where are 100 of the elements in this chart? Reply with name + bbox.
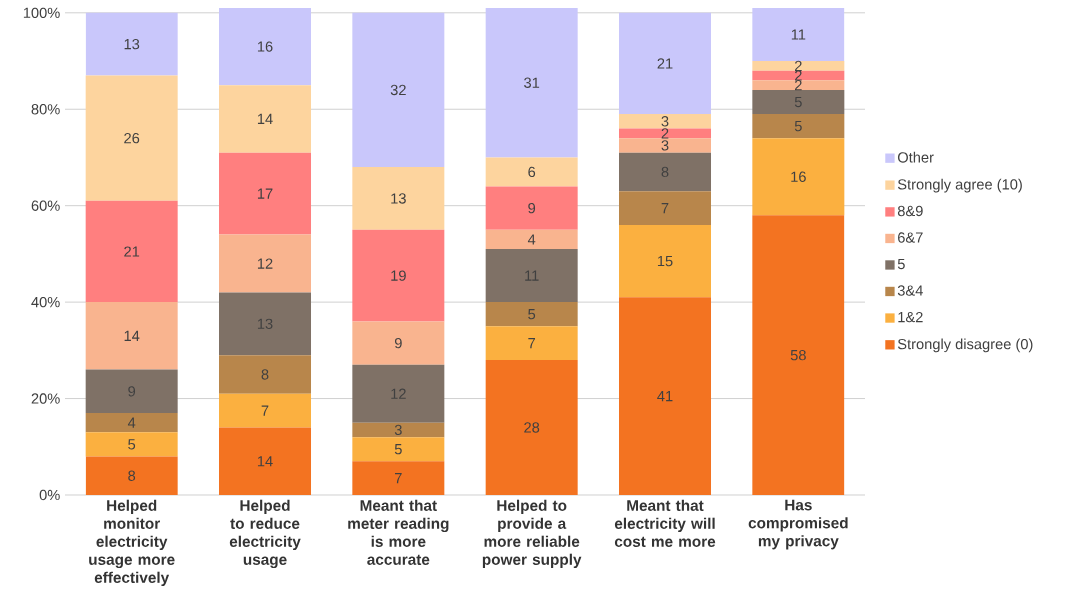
data-label: 11 [525,270,539,281]
bar [352,364,445,423]
data-label: 9 [528,202,536,214]
data-label: 7 [261,405,269,416]
bar [85,200,178,303]
bar [352,12,445,168]
bar [619,138,712,153]
data-label: 28 [524,422,540,433]
data-label: 16 [791,171,806,182]
bar [219,393,312,428]
x-tick-label: Helped to provide a more reliable power supply [482,499,582,568]
legend-label: Other [897,151,934,163]
data-label: 3 [661,140,669,151]
data-label: 17 [257,188,273,199]
bar [752,80,845,90]
data-label: 21 [124,246,140,257]
bar [85,456,178,495]
bar [352,229,445,322]
y-tick-label: 0% [39,489,60,501]
bar [619,191,712,225]
bar [352,321,445,365]
legend-label: 6&7 [898,232,923,243]
data-label: 4 [127,417,136,428]
bar [752,215,845,495]
bar [619,114,712,129]
data-label: 6 [528,166,536,178]
bar [85,12,178,76]
data-label: 9 [128,386,136,397]
legend-label: Strongly agree (10) [897,178,1022,193]
bar [219,234,312,293]
bar [619,128,712,139]
data-label: 8 [128,470,136,481]
legend-label: 8&9 [897,205,923,217]
data-label: 13 [391,193,406,204]
data-label: 3 [394,424,402,436]
data-label: 7 [528,338,536,349]
data-label: 14 [124,330,140,341]
bar [485,302,578,327]
legend-label: 1&2 [898,311,923,323]
data-label: 5 [128,439,136,450]
data-label: 41 [657,391,673,402]
bar [485,249,578,303]
data-label: 2 [661,128,669,139]
data-label: 4 [527,234,536,245]
bar [352,422,445,438]
data-label: 7 [395,473,402,484]
data-label: 5 [794,121,802,132]
bar [85,432,178,457]
data-label: 21 [657,58,673,69]
bar [619,297,712,495]
bar [219,427,312,495]
y-tick-label: 60% [31,200,60,211]
bar [485,359,578,495]
data-label: 2 [794,70,802,81]
data-label: 15 [657,256,673,267]
x-tick-label: Meant that meter reading is more accurate [348,499,449,565]
data-label: 2 [794,80,802,91]
data-label: 8 [261,369,269,380]
data-label: 5 [794,96,802,108]
bar [619,12,712,115]
data-label: 16 [257,41,273,52]
data-label: 13 [257,318,273,330]
bar [485,157,578,187]
bar [752,138,845,216]
bar [619,224,712,298]
legend-label: 3&4 [897,285,923,296]
bar [485,326,578,360]
y-tick-label: 40% [31,296,60,308]
data-label: 19 [391,270,406,281]
x-tick-label: Helped to reduce electricity usage [229,499,301,569]
bar [219,7,312,86]
data-label: 26 [124,133,140,144]
bar [219,152,312,235]
data-label: 12 [391,388,406,399]
bar [619,152,712,192]
bar [85,302,178,370]
data-label: 3 [661,116,669,127]
legend-label: Strongly disagree (0) [897,338,1033,353]
data-label: 14 [257,113,273,124]
data-label: 32 [390,84,406,96]
data-label: 7 [661,203,669,214]
bar [219,292,312,356]
bar [485,7,578,158]
bar [352,437,445,462]
bar [219,355,312,394]
bar [752,89,845,115]
bar [485,186,578,230]
data-label: 5 [394,444,402,455]
bar [352,461,445,495]
bar [85,413,178,433]
bar [85,75,178,201]
bar [85,369,178,414]
bar [219,85,312,153]
bar [352,167,445,230]
legend-label: 5 [897,258,905,270]
y-tick-label: 20% [31,393,60,404]
data-label: 12 [257,258,273,269]
y-tick-label: 100% [23,7,60,19]
bar [752,114,845,139]
y-tick-label: 80% [31,104,60,115]
